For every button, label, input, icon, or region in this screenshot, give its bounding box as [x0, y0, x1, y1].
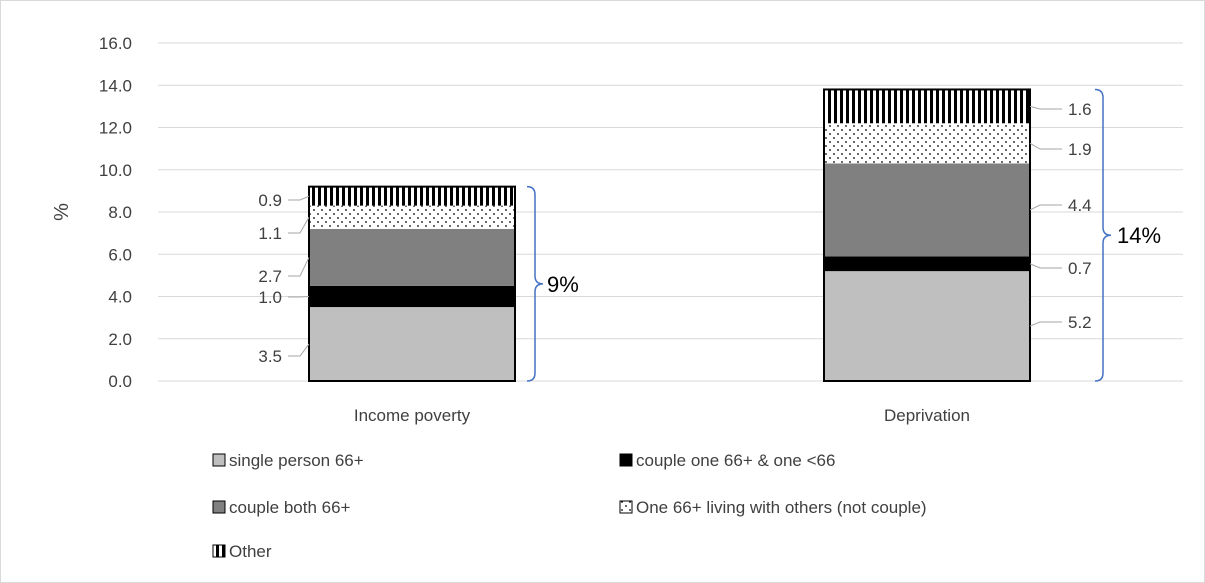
bar-segment	[824, 123, 1030, 164]
data-label: 0.7	[1068, 259, 1092, 278]
bar-segment	[309, 285, 515, 308]
bar-segment	[309, 205, 515, 229]
y-tick-label: 4.0	[108, 288, 132, 307]
bar-outline	[308, 185, 516, 382]
data-label: 5.2	[1068, 313, 1092, 332]
y-axis-title: %	[51, 203, 73, 221]
y-tick-label: 12.0	[99, 119, 132, 138]
data-label: 2.7	[258, 267, 282, 286]
total-label: 14%	[1117, 223, 1161, 248]
bar-segment	[824, 256, 1030, 272]
y-tick-label: 6.0	[108, 245, 132, 264]
y-tick-label: 8.0	[108, 203, 132, 222]
y-tick-label: 10.0	[99, 161, 132, 180]
leader-line	[288, 296, 310, 298]
y-tick-label: 16.0	[99, 34, 132, 53]
bar-segment	[824, 89, 1030, 124]
data-label: 1.0	[258, 288, 282, 307]
y-tick-label: 14.0	[99, 76, 132, 95]
total-bracket	[1094, 88, 1112, 382]
bars	[308, 88, 1031, 382]
data-label: 4.4	[1068, 196, 1092, 215]
bar-segment	[824, 271, 1030, 381]
legend-swatch	[212, 500, 226, 514]
total-label: 9%	[547, 272, 579, 297]
data-label: 0.9	[258, 191, 282, 210]
leader-line	[288, 343, 310, 357]
legend-swatch	[619, 500, 633, 514]
legend-swatch	[619, 453, 633, 467]
total-brackets: 9% 14%	[526, 88, 1161, 382]
legend-swatch	[212, 544, 226, 558]
legend-label: One 66+ living with others (not couple)	[636, 498, 927, 517]
leader-line	[288, 257, 310, 277]
data-label: 1.9	[1068, 140, 1092, 159]
y-tick-label: 0.0	[108, 372, 132, 391]
data-label: 1.1	[258, 224, 282, 243]
leader-line	[1029, 142, 1062, 150]
leader-line	[1029, 263, 1062, 269]
x-tick-label: Income poverty	[354, 406, 471, 425]
x-tick-label: Deprivation	[884, 406, 970, 425]
x-axis-tick-labels: Income poverty Deprivation	[354, 406, 970, 425]
data-label: 3.5	[258, 347, 282, 366]
leader-line	[288, 195, 310, 201]
data-label: 1.6	[1068, 100, 1092, 119]
legend-label: couple one 66+ & one <66	[636, 451, 835, 470]
leader-line	[288, 217, 310, 234]
legend-label: Other	[229, 542, 272, 561]
y-tick-label: 2.0	[108, 330, 132, 349]
bar-segment	[309, 228, 515, 286]
bar-segment	[309, 307, 515, 381]
legend-label: single person 66+	[229, 451, 364, 470]
leader-line	[1029, 105, 1062, 110]
bar-segment	[824, 163, 1030, 257]
legend-swatch	[212, 453, 226, 467]
y-axis-tick-labels: 0.0 2.0 4.0 6.0 8.0 10.0 12.0 14.0 16.0	[99, 34, 132, 391]
legend: single person 66+ couple one 66+ & one <6…	[212, 451, 927, 561]
data-labels: 3.5 1.0 2.7 1.1 0.9 5.2 0.7 4.4 1.9 1.6	[258, 100, 1091, 366]
leader-line	[1029, 321, 1062, 327]
legend-label: couple both 66+	[229, 498, 351, 517]
bar-segment	[309, 186, 515, 206]
leader-line	[1029, 204, 1062, 211]
bar-outline	[823, 88, 1031, 382]
total-bracket	[526, 185, 544, 382]
